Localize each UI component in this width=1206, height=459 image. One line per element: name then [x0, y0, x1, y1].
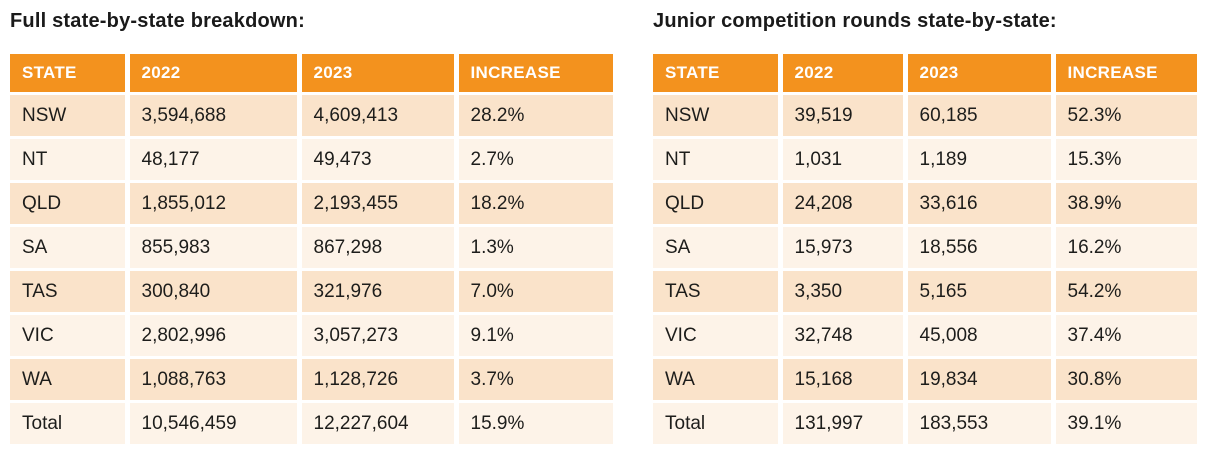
- state-cell: SA: [653, 224, 780, 270]
- full-breakdown-table-body: NSW 3,594,688 4,609,413 28.2% NT 48,177 49,473…: [10, 92, 613, 444]
- value-cell: 15,168: [777, 356, 905, 402]
- state-cell: VIC: [653, 312, 780, 358]
- value-cell: 1,855,012: [124, 180, 299, 226]
- value-cell: 19,834: [902, 356, 1053, 402]
- table-row: TAS 300,840 321,976 7.0%: [10, 268, 613, 314]
- table-row: QLD 24,208 33,616 38.9%: [653, 180, 1197, 226]
- value-cell: 300,840: [124, 268, 299, 314]
- value-cell: 3,057,273: [296, 312, 456, 358]
- state-cell: NSW: [10, 92, 127, 138]
- state-cell: QLD: [653, 180, 780, 226]
- value-cell: 16.2%: [1050, 224, 1197, 270]
- value-cell: 15.3%: [1050, 136, 1197, 182]
- table-row: VIC 2,802,996 3,057,273 9.1%: [10, 312, 613, 358]
- header-row: STATE 2022 2023 INCREASE: [10, 54, 613, 94]
- full-breakdown-title: Full state-by-state breakdown:: [10, 10, 305, 32]
- header-row: STATE 2022 2023 INCREASE: [653, 54, 1197, 94]
- value-cell: 32,748: [777, 312, 905, 358]
- state-cell: Total: [653, 400, 780, 444]
- column-header-2023: 2023: [296, 54, 456, 94]
- value-cell: 4,609,413: [296, 92, 456, 138]
- full-breakdown-section: Full state-by-state breakdown: STATE 202…: [10, 8, 613, 444]
- table-row: NSW 3,594,688 4,609,413 28.2%: [10, 92, 613, 138]
- column-header-increase: INCREASE: [1050, 54, 1197, 94]
- value-cell: 48,177: [124, 136, 299, 182]
- value-cell: 45,008: [902, 312, 1053, 358]
- state-cell: Total: [10, 400, 127, 444]
- value-cell: 131,997: [777, 400, 905, 444]
- state-cell: NSW: [653, 92, 780, 138]
- page: Full state-by-state breakdown: STATE 202…: [10, 8, 1197, 444]
- value-cell: 867,298: [296, 224, 456, 270]
- state-cell: SA: [10, 224, 127, 270]
- value-cell: 24,208: [777, 180, 905, 226]
- value-cell: 33,616: [902, 180, 1053, 226]
- table-row: QLD 1,855,012 2,193,455 18.2%: [10, 180, 613, 226]
- value-cell: 2.7%: [453, 136, 613, 182]
- value-cell: 28.2%: [453, 92, 613, 138]
- state-cell: TAS: [653, 268, 780, 314]
- table-row: NT 1,031 1,189 15.3%: [653, 136, 1197, 182]
- state-cell: WA: [653, 356, 780, 402]
- junior-rounds-section: Junior competition rounds state-by-state…: [653, 8, 1197, 444]
- value-cell: 52.3%: [1050, 92, 1197, 138]
- value-cell: 15.9%: [453, 400, 613, 444]
- state-cell: WA: [10, 356, 127, 402]
- value-cell: 3.7%: [453, 356, 613, 402]
- value-cell: 15,973: [777, 224, 905, 270]
- column-header-2022: 2022: [777, 54, 905, 94]
- value-cell: 39.1%: [1050, 400, 1197, 444]
- table-row: WA 15,168 19,834 30.8%: [653, 356, 1197, 402]
- value-cell: 321,976: [296, 268, 456, 314]
- value-cell: 60,185: [902, 92, 1053, 138]
- value-cell: 39,519: [777, 92, 905, 138]
- state-cell: NT: [10, 136, 127, 182]
- value-cell: 9.1%: [453, 312, 613, 358]
- value-cell: 3,594,688: [124, 92, 299, 138]
- column-header-2022: 2022: [124, 54, 299, 94]
- value-cell: 10,546,459: [124, 400, 299, 444]
- value-cell: 38.9%: [1050, 180, 1197, 226]
- value-cell: 3,350: [777, 268, 905, 314]
- table-row: SA 15,973 18,556 16.2%: [653, 224, 1197, 270]
- value-cell: 54.2%: [1050, 268, 1197, 314]
- value-cell: 7.0%: [453, 268, 613, 314]
- state-cell: TAS: [10, 268, 127, 314]
- value-cell: 49,473: [296, 136, 456, 182]
- value-cell: 855,983: [124, 224, 299, 270]
- table-row: WA 1,088,763 1,128,726 3.7%: [10, 356, 613, 402]
- value-cell: 1,088,763: [124, 356, 299, 402]
- full-breakdown-table: STATE 2022 2023 INCREASE NSW 3,594,688 4,6…: [10, 54, 613, 444]
- junior-rounds-table: STATE 2022 2023 INCREASE NSW 39,519 60,185…: [653, 54, 1197, 444]
- value-cell: 2,193,455: [296, 180, 456, 226]
- value-cell: 30.8%: [1050, 356, 1197, 402]
- junior-rounds-title: Junior competition rounds state-by-state…: [653, 10, 1057, 32]
- table-row: Total 131,997 183,553 39.1%: [653, 400, 1197, 444]
- value-cell: 2,802,996: [124, 312, 299, 358]
- value-cell: 37.4%: [1050, 312, 1197, 358]
- table-row: NSW 39,519 60,185 52.3%: [653, 92, 1197, 138]
- junior-rounds-table-body: NSW 39,519 60,185 52.3% NT 1,031 1,189 15.3% QLD…: [653, 92, 1197, 444]
- value-cell: 18.2%: [453, 180, 613, 226]
- value-cell: 1,128,726: [296, 356, 456, 402]
- table-row: TAS 3,350 5,165 54.2%: [653, 268, 1197, 314]
- state-cell: NT: [653, 136, 780, 182]
- table-row: NT 48,177 49,473 2.7%: [10, 136, 613, 182]
- column-header-2023: 2023: [902, 54, 1053, 94]
- state-cell: QLD: [10, 180, 127, 226]
- column-header-state: STATE: [653, 54, 780, 94]
- value-cell: 1.3%: [453, 224, 613, 270]
- state-cell: VIC: [10, 312, 127, 358]
- value-cell: 18,556: [902, 224, 1053, 270]
- value-cell: 12,227,604: [296, 400, 456, 444]
- column-header-increase: INCREASE: [453, 54, 613, 94]
- table-row: SA 855,983 867,298 1.3%: [10, 224, 613, 270]
- value-cell: 5,165: [902, 268, 1053, 314]
- value-cell: 183,553: [902, 400, 1053, 444]
- column-header-state: STATE: [10, 54, 127, 94]
- table-row: Total 10,546,459 12,227,604 15.9%: [10, 400, 613, 444]
- value-cell: 1,031: [777, 136, 905, 182]
- table-row: VIC 32,748 45,008 37.4%: [653, 312, 1197, 358]
- value-cell: 1,189: [902, 136, 1053, 182]
